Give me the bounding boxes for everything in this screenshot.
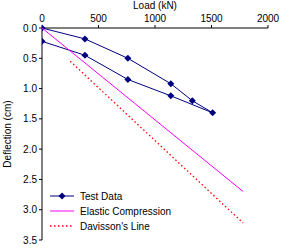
point-marker	[81, 35, 88, 42]
point-marker	[189, 97, 196, 104]
y-tick	[39, 179, 42, 180]
y-tick	[39, 240, 42, 241]
series-line	[42, 28, 243, 192]
y-tick-label: 0.5	[23, 53, 37, 64]
x-tick-label: 500	[90, 13, 107, 24]
y-tick	[39, 58, 42, 59]
x-tick	[268, 25, 269, 28]
x-tick-label: 2000	[257, 13, 280, 24]
y-tick-label: 0.0	[23, 23, 37, 34]
point-marker	[167, 92, 174, 99]
y-tick	[39, 28, 42, 29]
y-tick-label: 2.0	[23, 144, 37, 155]
y-tick-label: 1.5	[23, 113, 37, 124]
y-tick	[39, 149, 42, 150]
point-marker	[124, 76, 131, 83]
chart: 0 500 1000 1500 2000 0.0 0.5 1.0 1.5 2.0 2.5 3.0 3.5…	[0, 0, 288, 250]
y-tick-label: 1.0	[23, 83, 37, 94]
series-line	[42, 28, 213, 113]
legend-line	[50, 211, 74, 212]
series-line	[70, 61, 243, 223]
legend: Test Data Elastic Compression Davisson's L…	[50, 191, 171, 232]
y-tick	[39, 209, 42, 210]
y-tick	[39, 118, 42, 119]
point-marker	[42, 38, 46, 45]
y-tick-label: 3.0	[23, 204, 37, 215]
y-tick-label: 3.5	[23, 235, 37, 246]
y-tick	[39, 88, 42, 89]
y-axis-label: Deflection (cm)	[2, 100, 13, 167]
legend-marker	[59, 193, 66, 200]
x-tick-label: 1500	[200, 13, 223, 24]
x-tick-label: 1000	[144, 13, 167, 24]
point-marker	[81, 52, 88, 59]
x-axis-label: Load (kN)	[133, 0, 177, 11]
legend-label: Elastic Compression	[80, 206, 171, 217]
x-tick	[211, 25, 212, 28]
legend-label: Davisson's Line	[80, 221, 150, 232]
point-marker	[167, 80, 174, 87]
legend-label: Test Data	[80, 191, 123, 202]
plot-area	[42, 25, 243, 224]
x-tick	[155, 25, 156, 28]
y-tick-label: 2.5	[23, 174, 37, 185]
y-axis	[42, 28, 43, 240]
point-marker	[209, 109, 216, 116]
point-marker	[124, 55, 131, 62]
x-tick-label: 0	[39, 13, 45, 24]
x-tick	[98, 25, 99, 28]
legend-line	[50, 225, 74, 226]
